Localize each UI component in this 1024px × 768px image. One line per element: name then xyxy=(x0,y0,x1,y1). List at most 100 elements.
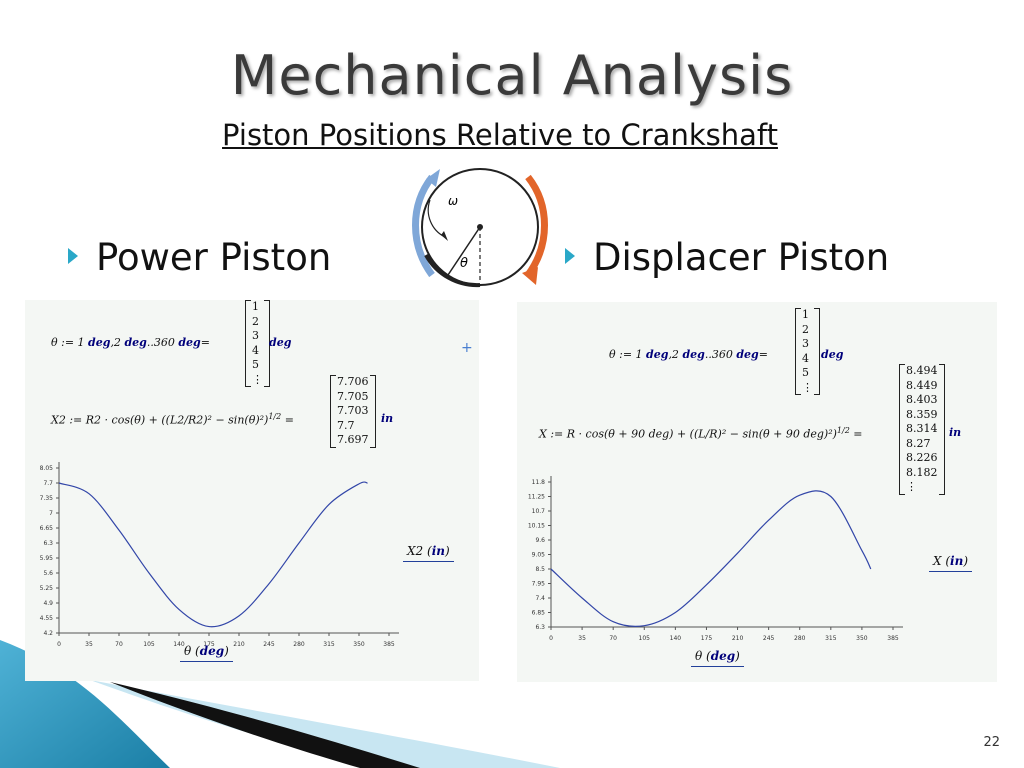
matrix-cell: 8.359 xyxy=(906,407,938,421)
y-tick-label: 5.6 xyxy=(43,570,53,577)
matrix-cell: 7.7 xyxy=(337,418,355,432)
x-tick-label: 210 xyxy=(732,635,744,642)
matrix-cell: 4 xyxy=(802,351,809,365)
y-tick-label: 5.25 xyxy=(40,585,54,592)
x-tick-label: 315 xyxy=(825,635,837,642)
x-tick-label: 140 xyxy=(670,635,682,642)
y-tick-label: 7.35 xyxy=(40,495,54,502)
power-piston-panel: θ := 1 deg,2 deg..360 deg= 1 2 3 4 5 ⋮ deg + … xyxy=(25,300,479,681)
x-tick-label: 35 xyxy=(578,635,586,642)
crankshaft-diagram: ω θ xyxy=(412,168,548,288)
matrix-cell: 2 xyxy=(802,322,809,336)
x-tick-label: 105 xyxy=(143,641,155,648)
y-tick-label: 7.95 xyxy=(532,581,546,588)
matrix-cell: 5 xyxy=(802,366,809,379)
y-tick-label: 4.9 xyxy=(43,600,53,607)
y-tick-label: 11.25 xyxy=(528,494,545,501)
theta-axis-legend: θ (deg) xyxy=(691,649,744,667)
x2-values-matrix: 7.706 7.705 7.703 7.7 7.697 xyxy=(330,375,376,448)
x-tick-label: 140 xyxy=(173,641,185,648)
y-tick-label: 5.95 xyxy=(40,555,54,562)
y-tick-label: 11.8 xyxy=(532,479,546,486)
slide-title: Mechanical Analysis xyxy=(230,44,794,107)
matrix-cell: 3 xyxy=(252,329,259,342)
bullet-arrow-icon xyxy=(565,247,575,264)
y-tick-label: 6.3 xyxy=(535,624,545,631)
theta-axis-legend: θ (deg) xyxy=(180,644,233,662)
x-unit: in xyxy=(949,426,962,439)
matrix-cell: 8.403 xyxy=(906,393,938,406)
y-tick-label: 9.6 xyxy=(535,537,545,544)
x-tick-label: 245 xyxy=(763,635,775,642)
matrix-cell: 8.27 xyxy=(906,436,931,450)
matrix-cell: 8.494 xyxy=(906,364,938,377)
y-tick-label: 7.4 xyxy=(535,595,545,602)
x2-legend: X2 (in) xyxy=(403,544,454,562)
theta-unit: deg xyxy=(269,336,292,349)
plus-icon[interactable]: + xyxy=(461,340,473,356)
series-line xyxy=(58,481,368,628)
page-number: 22 xyxy=(983,735,1000,750)
x-tick-label: 210 xyxy=(233,641,245,648)
theta-label: θ xyxy=(460,256,468,271)
series-line xyxy=(550,490,872,627)
matrix-cell: 8.182 xyxy=(906,465,938,479)
matrix-cell: ⋮ xyxy=(802,380,813,394)
slide-subtitle: Piston Positions Relative to Crankshaft xyxy=(222,118,778,152)
x-tick-label: 350 xyxy=(856,635,868,642)
bullet-power-piston: Power Piston xyxy=(68,236,331,279)
matrix-cell: 1 xyxy=(802,308,809,321)
matrix-cell: 7.706 xyxy=(337,375,369,388)
theta-values-matrix: 1 2 3 4 5 ⋮ xyxy=(795,308,820,395)
y-tick-label: 9.05 xyxy=(532,552,546,559)
matrix-cell: 1 xyxy=(252,300,259,313)
x2-definition: X2 := R2 · cos(θ) + ((L2/R2)² − sin(θ)²)… xyxy=(51,412,294,427)
theta-values-matrix: 1 2 3 4 5 ⋮ xyxy=(245,300,270,387)
x-tick-label: 70 xyxy=(609,635,617,642)
x2-unit: in xyxy=(381,412,394,425)
y-tick-label: 10.7 xyxy=(532,508,546,515)
x-tick-label: 175 xyxy=(701,635,713,642)
x-tick-label: 70 xyxy=(115,641,123,648)
y-tick-label: 6.3 xyxy=(43,540,53,547)
y-tick-label: 10.15 xyxy=(528,523,545,530)
y-tick-label: 8.5 xyxy=(535,566,545,573)
y-tick-label: 7.7 xyxy=(43,480,53,487)
y-tick-label: 6.65 xyxy=(40,525,54,532)
x-definition: X := R · cos(θ + 90 deg) + ((L/R)² − sin… xyxy=(539,426,863,441)
y-tick-label: 8.05 xyxy=(40,465,54,472)
x-tick-label: 245 xyxy=(263,641,275,648)
x-tick-label: 315 xyxy=(323,641,335,648)
x-tick-label: 385 xyxy=(887,635,899,642)
bullet-arrow-icon xyxy=(68,247,78,264)
y-tick-label: 7 xyxy=(49,510,53,517)
x-legend: X (in) xyxy=(929,554,973,572)
x-values-matrix: 8.494 8.449 8.403 8.359 8.314 8.27 8.226 8.182 ⋮ xyxy=(899,364,945,495)
matrix-cell: ⋮ xyxy=(906,480,917,493)
y-tick-label: 4.2 xyxy=(43,630,53,637)
theta-definition: θ := 1 deg,2 deg..360 deg= xyxy=(609,348,768,361)
matrix-cell: 7.697 xyxy=(337,433,369,446)
matrix-cell: ⋮ xyxy=(252,372,263,386)
bullet-displacer-piston: Displacer Piston xyxy=(565,236,889,279)
matrix-cell: 3 xyxy=(802,337,809,350)
matrix-cell: 4 xyxy=(252,343,259,357)
omega-label: ω xyxy=(448,194,458,208)
x-tick-label: 385 xyxy=(383,641,395,648)
y-tick-label: 6.85 xyxy=(532,610,546,617)
y-tick-label: 4.55 xyxy=(40,615,54,622)
matrix-cell: 7.705 xyxy=(337,389,369,403)
x-tick-label: 0 xyxy=(57,641,61,648)
x-tick-label: 175 xyxy=(203,641,215,648)
matrix-cell: 8.314 xyxy=(906,422,938,435)
x-tick-label: 35 xyxy=(85,641,93,648)
matrix-cell: 5 xyxy=(252,358,259,371)
matrix-cell: 8.226 xyxy=(906,451,938,464)
matrix-cell: 7.703 xyxy=(337,404,369,417)
x-tick-label: 105 xyxy=(639,635,651,642)
theta-unit: deg xyxy=(821,348,844,361)
x-tick-label: 280 xyxy=(293,641,305,648)
x-chart: 0 35 70 105 140 175 210 245 280 315 350 385 11.8 11.2… xyxy=(528,476,903,642)
x-tick-label: 0 xyxy=(549,635,553,642)
x-tick-label: 350 xyxy=(353,641,365,648)
